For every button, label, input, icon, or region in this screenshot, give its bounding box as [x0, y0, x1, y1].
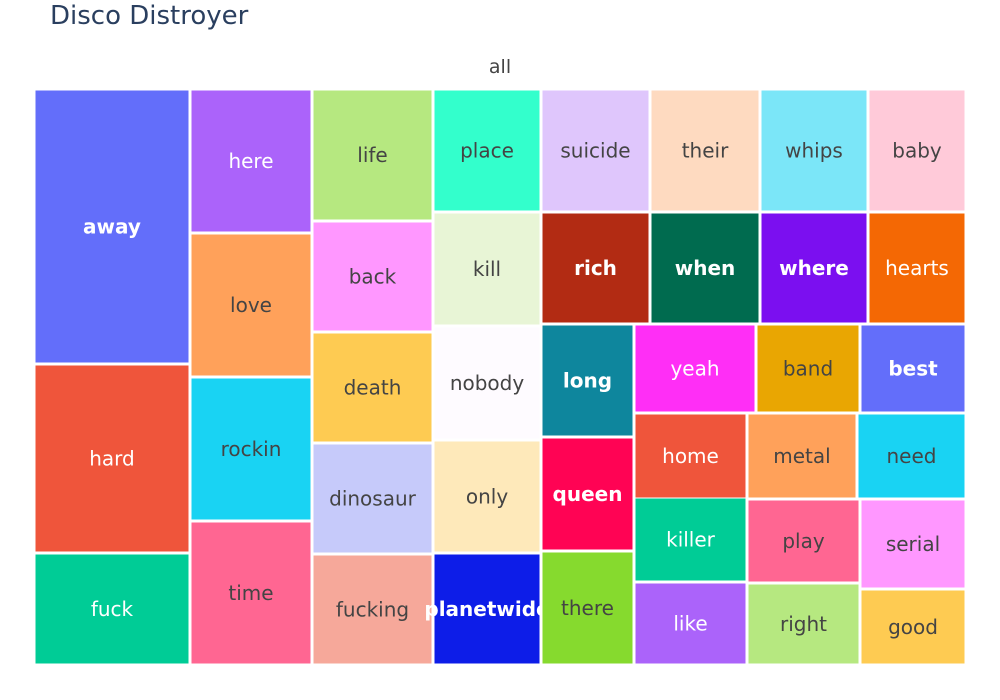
tile-label-hearts: hearts — [885, 256, 949, 280]
tile-label-long: long — [563, 369, 612, 393]
tile-like[interactable] — [635, 583, 746, 664]
tile-label-their: their — [682, 139, 729, 163]
root-label: all — [489, 56, 511, 78]
tile-label-queen: queen — [553, 482, 623, 506]
tile-good[interactable] — [861, 590, 965, 664]
tile-label-away: away — [83, 215, 141, 239]
tile-label-best: best — [888, 357, 938, 381]
tile-label-planetwide: planetwide — [424, 597, 549, 621]
tile-label-life: life — [357, 143, 387, 167]
tile-back[interactable] — [313, 222, 432, 331]
tile-planetwide[interactable] — [434, 554, 540, 664]
tile-label-place: place — [460, 139, 514, 163]
tile-away[interactable] — [35, 90, 189, 363]
tile-label-serial: serial — [886, 532, 940, 556]
tile-home[interactable] — [635, 414, 746, 498]
tile-label-like: like — [673, 612, 707, 636]
tiles-group: away hard fuck here love rockin time life back de… — [35, 90, 965, 664]
tile-label-whips: whips — [785, 139, 843, 163]
tile-fucking[interactable] — [313, 555, 432, 664]
tile-label-love: love — [230, 293, 272, 317]
tile-label-time: time — [228, 581, 273, 605]
tile-label-good: good — [888, 615, 938, 639]
tile-right[interactable] — [748, 584, 859, 664]
tile-label-here: here — [228, 149, 273, 173]
tile-label-baby: baby — [892, 139, 942, 163]
tile-label-there: there — [561, 596, 614, 620]
tile-label-home: home — [662, 444, 719, 468]
tile-label-nobody: nobody — [450, 371, 525, 395]
tile-best[interactable] — [861, 325, 965, 412]
tile-baby[interactable] — [869, 90, 965, 211]
tile-play[interactable] — [748, 500, 859, 582]
tile-hearts[interactable] — [869, 213, 965, 323]
tile-label-hard: hard — [89, 447, 135, 471]
tile-label-rockin: rockin — [221, 437, 282, 461]
tile-label-metal: metal — [773, 444, 830, 468]
tile-label-dinosaur: dinosaur — [329, 487, 417, 511]
tile-time[interactable] — [191, 522, 311, 664]
tile-rockin[interactable] — [191, 378, 311, 520]
tile-hard[interactable] — [35, 365, 189, 552]
tile-killer[interactable] — [635, 498, 746, 581]
tile-only[interactable] — [434, 441, 540, 552]
tile-label-only: only — [466, 485, 508, 509]
tile-metal[interactable] — [748, 414, 856, 498]
tile-label-back: back — [349, 265, 397, 289]
tile-label-yeah: yeah — [670, 357, 719, 381]
tile-long[interactable] — [542, 325, 633, 436]
tile-label-rich: rich — [574, 256, 617, 280]
tile-label-when: when — [675, 256, 736, 280]
tile-nobody[interactable] — [434, 327, 540, 439]
tile-queen[interactable] — [542, 438, 633, 550]
tile-label-kill: kill — [473, 257, 501, 281]
tile-fuck[interactable] — [35, 554, 189, 664]
tile-their[interactable] — [651, 90, 759, 211]
tile-label-play: play — [782, 529, 825, 553]
tile-label-right: right — [780, 612, 827, 636]
tile-label-band: band — [783, 357, 833, 381]
tile-here[interactable] — [191, 90, 311, 232]
tile-when[interactable] — [651, 213, 759, 323]
chart-title: Disco Distroyer — [50, 1, 249, 31]
tile-need[interactable] — [858, 414, 965, 498]
tile-label-fucking: fucking — [336, 598, 409, 622]
tile-where[interactable] — [761, 213, 867, 323]
tile-dinosaur[interactable] — [313, 444, 432, 553]
tile-kill[interactable] — [434, 213, 540, 325]
tile-love[interactable] — [191, 234, 311, 376]
tile-suicide[interactable] — [542, 90, 649, 211]
tile-label-suicide: suicide — [560, 139, 630, 163]
tile-serial[interactable] — [861, 500, 965, 588]
tile-rich[interactable] — [542, 213, 649, 323]
tile-label-where: where — [779, 256, 849, 280]
tile-label-death: death — [344, 376, 402, 400]
tile-place[interactable] — [434, 90, 540, 211]
tile-yeah[interactable] — [635, 325, 755, 412]
tile-there[interactable] — [542, 552, 633, 664]
tile-band[interactable] — [757, 325, 859, 412]
tile-label-killer: killer — [666, 528, 716, 552]
tile-death[interactable] — [313, 333, 432, 442]
tile-whips[interactable] — [761, 90, 867, 211]
tile-label-need: need — [887, 444, 937, 468]
tile-label-fuck: fuck — [91, 597, 134, 621]
tile-life[interactable] — [313, 90, 432, 220]
